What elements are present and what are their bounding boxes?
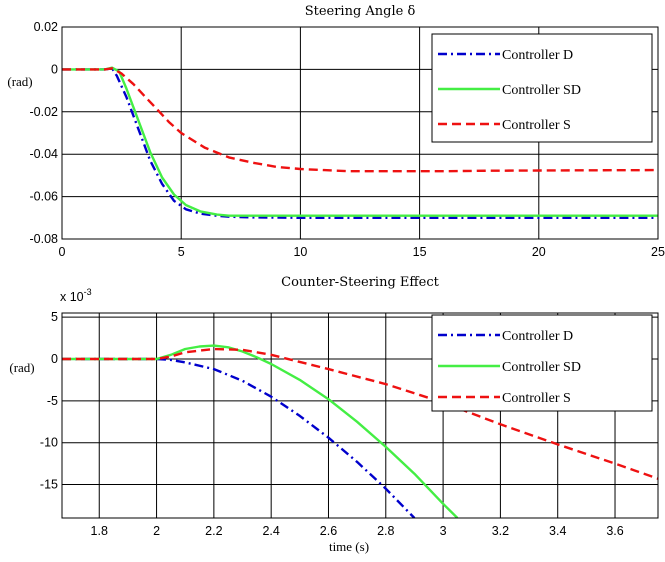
x-tick-label: 5 [178, 245, 185, 259]
legend-box [431, 314, 653, 412]
y-multiplier: x 10-3 [60, 287, 92, 304]
x-tick-label: 2.2 [205, 524, 222, 538]
x-tick-label: 2.6 [320, 524, 337, 538]
x-tick-label: 10 [293, 245, 307, 259]
legend-label: Controller SD [502, 360, 581, 375]
series-line-controller-d [62, 357, 416, 518]
y-axis-label: (rad) [7, 74, 32, 89]
x-tick-label: 15 [413, 245, 427, 259]
y-tick-label: -10 [40, 436, 58, 450]
legend-label: Controller D [502, 48, 573, 63]
chart-title: Counter-Steering Effect [281, 275, 439, 290]
steering-angle-chart: Steering Angle δ (rad) 0 5 10 15 20 250.020-0… [7, 4, 665, 259]
legend: Controller D Controller SD Controller S [431, 33, 653, 143]
x-tick-label: 3 [440, 524, 447, 538]
legend-label: Controller SD [502, 83, 581, 98]
y-tick-label: -5 [47, 394, 58, 408]
x-tick-label: 1.8 [91, 524, 108, 538]
y-tick-label: -0.06 [30, 190, 59, 204]
chart-title: Steering Angle δ [305, 4, 416, 19]
x-tick-label: 2.4 [262, 524, 279, 538]
legend-label: Controller S [502, 391, 571, 406]
plot-frame [61, 26, 659, 240]
x-tick-label: 3.6 [606, 524, 623, 538]
y-multiplier-base: x 10 [60, 290, 84, 304]
series-line-controller-s [62, 67, 658, 173]
series-line-controller-sd [62, 344, 459, 518]
y-tick-label: -0.04 [30, 147, 59, 161]
y-tick-label: 0.02 [34, 20, 58, 34]
legend-label: Controller D [502, 329, 573, 344]
y-axis-label: (rad) [9, 360, 34, 375]
x-axis-label: time (s) [329, 539, 369, 554]
y-tick-label: -15 [40, 478, 58, 492]
y-tick-label: 0 [51, 352, 58, 366]
series-group [62, 66, 658, 220]
x-tick-label: 25 [651, 245, 665, 259]
plot-frame [61, 312, 659, 519]
x-tick-label: 3.2 [492, 524, 509, 538]
x-tick-label: 0 [59, 245, 66, 259]
x-tick-label: 2 [153, 524, 160, 538]
series-line-controller-d [62, 67, 658, 220]
series-group [62, 344, 658, 518]
y-multiplier-exponent: -3 [84, 287, 92, 297]
series-line-controller-s [62, 347, 658, 480]
x-tick-label: 20 [532, 245, 546, 259]
x-tick-label: 3.4 [549, 524, 566, 538]
x-tick-label: 2.8 [377, 524, 394, 538]
counter-steering-chart: Counter-Steering Effect (rad) time (s) x… [9, 275, 659, 554]
legend: Controller D Controller SD Controller S [431, 314, 653, 412]
y-tick-label: 0 [51, 62, 58, 76]
y-tick-label: -0.02 [30, 105, 59, 119]
y-tick-label: 5 [51, 310, 58, 324]
y-tick-label: -0.08 [30, 232, 59, 246]
legend-label: Controller S [502, 118, 571, 133]
